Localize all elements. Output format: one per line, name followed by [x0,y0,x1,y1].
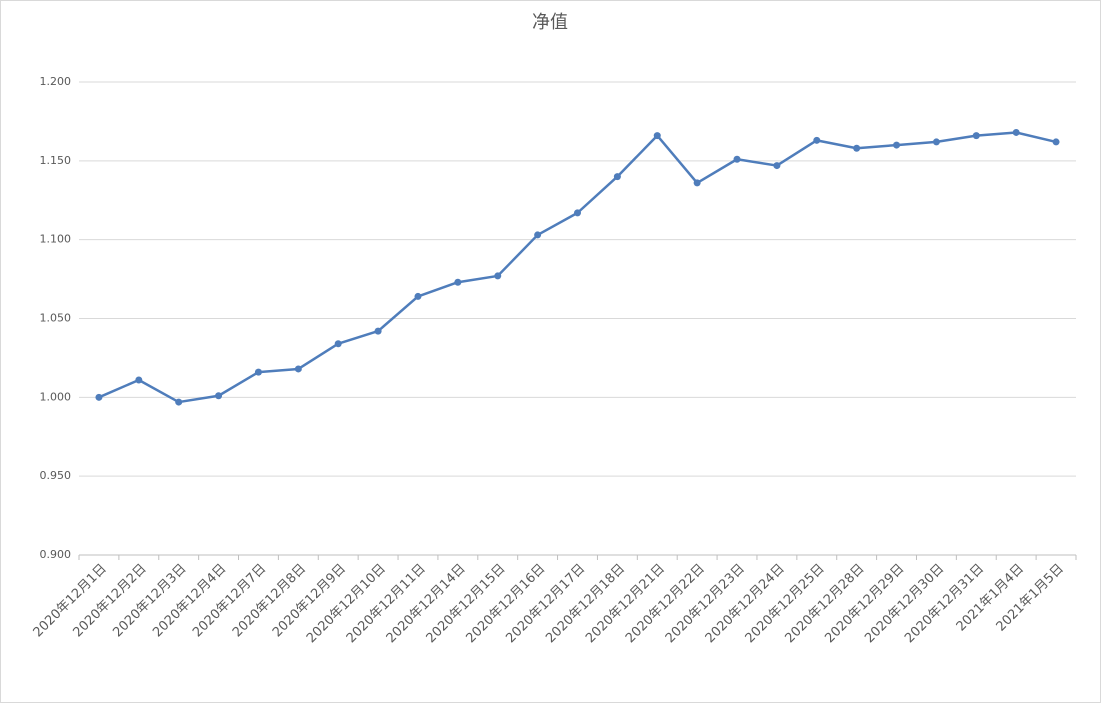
data-point [972,132,980,140]
y-tick-label: 0.950 [40,469,72,482]
data-point [613,173,621,181]
data-point [254,368,262,376]
data-point [294,365,302,373]
y-tick-label: 1.050 [40,312,72,325]
data-point [1012,128,1020,136]
data-point [215,392,223,400]
data-point [454,278,462,286]
data-point [135,376,143,384]
y-tick-label: 1.000 [40,390,72,403]
data-point [414,292,422,300]
data-point [653,132,661,140]
data-point [733,155,741,163]
data-point [1052,138,1060,146]
data-point [334,340,342,348]
chart-title: 净值 [532,12,568,33]
y-tick-label: 1.200 [40,75,72,88]
y-tick-label: 1.150 [40,154,72,167]
data-point [574,209,581,217]
data-point [374,327,382,335]
data-point [534,231,542,239]
y-tick-label: 0.900 [40,548,72,561]
data-point [893,141,901,149]
y-tick-label: 1.100 [40,233,72,246]
data-point [932,138,940,146]
data-point [853,144,861,152]
data-point [813,136,821,144]
data-point [693,179,701,187]
data-point [494,272,502,280]
data-point [175,398,183,406]
data-point [95,393,103,401]
data-point [773,162,781,170]
